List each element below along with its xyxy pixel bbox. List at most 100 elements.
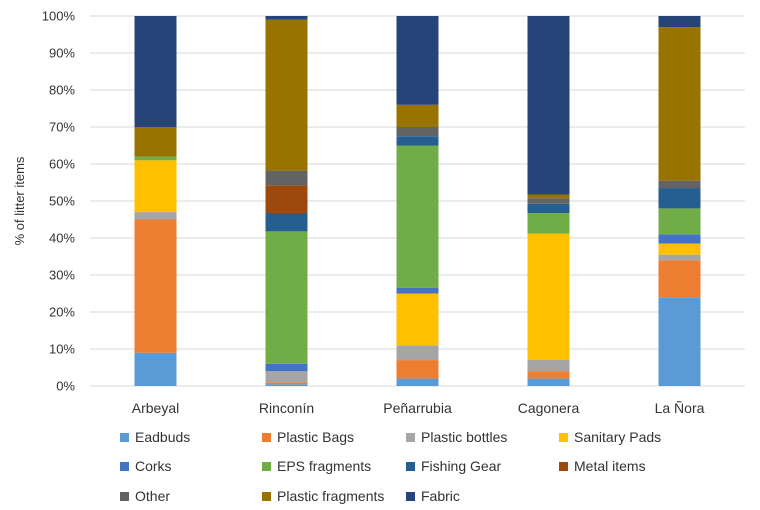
bar-segment bbox=[396, 16, 439, 105]
bar-segment bbox=[134, 160, 177, 213]
legend-swatch bbox=[406, 433, 415, 442]
bar-segment bbox=[527, 378, 570, 386]
bar-segment bbox=[527, 233, 570, 360]
bar-stack bbox=[134, 16, 177, 386]
legend-swatch bbox=[406, 462, 415, 471]
legend-swatch bbox=[120, 462, 129, 471]
legend-swatch bbox=[559, 462, 568, 471]
legend-label: Plastic bottles bbox=[421, 429, 507, 445]
legend-item: Plastic fragments bbox=[262, 488, 384, 504]
bar-segment bbox=[658, 254, 701, 261]
bar-segment bbox=[527, 213, 570, 234]
legend-swatch bbox=[120, 433, 129, 442]
legend-item: Plastic bottles bbox=[406, 429, 507, 445]
bar-segment bbox=[396, 127, 439, 137]
legend-item: Other bbox=[120, 488, 170, 504]
x-tick-label: Arbeyal bbox=[132, 400, 179, 416]
bar-segment bbox=[527, 16, 570, 195]
bar-segment bbox=[396, 345, 439, 361]
bar-segment bbox=[265, 382, 308, 385]
bar-segment bbox=[265, 170, 308, 186]
legend-label: Metal items bbox=[574, 458, 646, 474]
y-tick-label: 90% bbox=[49, 46, 75, 61]
bar-segment bbox=[134, 156, 177, 161]
bar-segment bbox=[396, 145, 439, 288]
y-tick-label: 40% bbox=[49, 231, 75, 246]
bar-segment bbox=[396, 293, 439, 346]
legend-item: Plastic Bags bbox=[262, 429, 354, 445]
legend-label: Eadbuds bbox=[135, 429, 190, 445]
legend-label: Fabric bbox=[421, 488, 460, 504]
legend-item: Corks bbox=[120, 458, 172, 474]
legend-item: Fishing Gear bbox=[406, 458, 501, 474]
category-labels: Arbeyal Rinconín Peñarrubia Cagonera La Ñora bbox=[132, 400, 705, 416]
bar-segment bbox=[134, 127, 177, 157]
bar-segment bbox=[396, 378, 439, 386]
bar-segment bbox=[265, 212, 308, 232]
bar-segment bbox=[527, 203, 570, 214]
legend-swatch bbox=[262, 492, 271, 501]
bar-segment bbox=[134, 212, 177, 220]
bar-segment bbox=[396, 104, 439, 127]
legend-label: Sanitary Pads bbox=[574, 429, 661, 445]
bar-stack bbox=[265, 16, 308, 386]
legend-label: Fishing Gear bbox=[421, 458, 501, 474]
bar-segment bbox=[265, 363, 308, 372]
bar-segment bbox=[658, 234, 701, 244]
bar-segment bbox=[658, 180, 701, 189]
bar-segment bbox=[527, 194, 570, 199]
legend-item: EPS fragments bbox=[262, 458, 371, 474]
bar-segment bbox=[134, 16, 177, 127]
legend-swatch bbox=[262, 462, 271, 471]
legend-swatch bbox=[262, 433, 271, 442]
legend-label: Plastic Bags bbox=[277, 429, 354, 445]
bar-stack bbox=[396, 16, 439, 386]
y-tick-label: 80% bbox=[49, 83, 75, 98]
y-tick-label: 20% bbox=[49, 305, 75, 320]
legend-swatch bbox=[120, 492, 129, 501]
bar-segment bbox=[527, 198, 570, 204]
bar-segment bbox=[265, 185, 308, 213]
bar-segment bbox=[396, 360, 439, 379]
bar-segment bbox=[265, 16, 308, 20]
bar-segment bbox=[658, 297, 701, 386]
y-tick-label: 60% bbox=[49, 157, 75, 172]
bar-segment bbox=[658, 208, 701, 235]
bar-segment bbox=[658, 16, 701, 28]
bar-segment bbox=[527, 371, 570, 379]
y-tick-label: 100% bbox=[42, 9, 76, 24]
bar-segment bbox=[134, 352, 177, 386]
bar-segment bbox=[658, 188, 701, 209]
legend-label: EPS fragments bbox=[277, 458, 371, 474]
y-tick-label: 0% bbox=[56, 379, 75, 394]
bar-segment bbox=[658, 260, 701, 298]
legend-label: Plastic fragments bbox=[277, 488, 384, 504]
x-tick-label: La Ñora bbox=[655, 400, 705, 416]
bar-segment bbox=[658, 243, 701, 255]
bar-segment bbox=[658, 27, 701, 181]
legend-item: Metal items bbox=[559, 458, 646, 474]
x-tick-label: Cagonera bbox=[518, 400, 580, 416]
y-axis-label: % of litter items bbox=[12, 156, 27, 245]
legend-item: Sanitary Pads bbox=[559, 429, 661, 445]
y-tick-label: 70% bbox=[49, 120, 75, 135]
bar-segment bbox=[265, 231, 308, 364]
legend-item: Fabric bbox=[406, 488, 460, 504]
y-tick-label: 10% bbox=[49, 342, 75, 357]
x-tick-label: Rinconín bbox=[259, 400, 314, 416]
legend-swatch bbox=[406, 492, 415, 501]
bar-segment bbox=[134, 219, 177, 353]
x-tick-label: Peñarrubia bbox=[383, 400, 452, 416]
bar-stack bbox=[527, 16, 570, 386]
y-tick-label: 50% bbox=[49, 194, 75, 209]
legend-label: Corks bbox=[135, 458, 172, 474]
bar-segment bbox=[265, 384, 308, 386]
legend-label: Other bbox=[135, 488, 170, 504]
bar-segment bbox=[265, 371, 308, 383]
bar-segment bbox=[396, 136, 439, 146]
y-tick-labels: 0% 10% 20% 30% 40% 50% 60% 70% 80% 90% 100% bbox=[42, 9, 76, 394]
y-tick-label: 30% bbox=[49, 268, 75, 283]
bar-segment bbox=[265, 19, 308, 171]
bar-segment bbox=[396, 287, 439, 294]
